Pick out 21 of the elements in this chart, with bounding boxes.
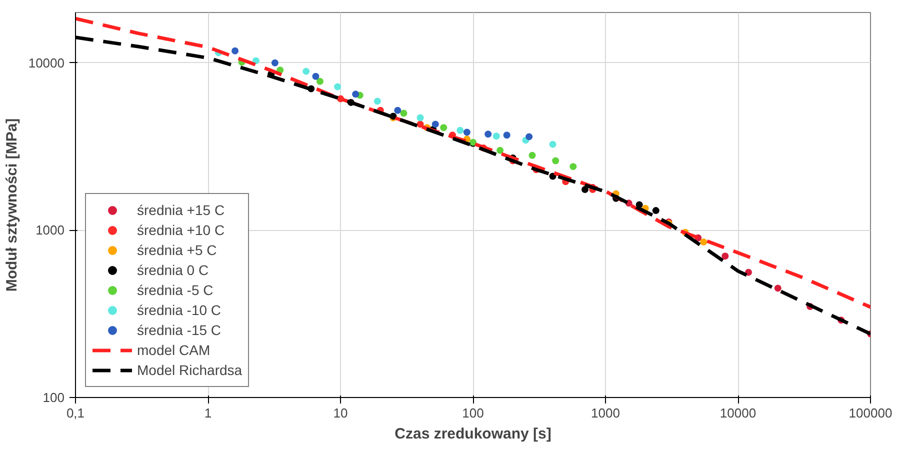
legend-label: średnia -10 C: [137, 302, 222, 318]
y-tick-label: 1000: [36, 222, 64, 238]
x-tick-label: 100: [462, 406, 484, 420]
y-axis-title: Moduł sztywności [MPa]: [3, 118, 20, 292]
x-tick-label: 100000: [848, 406, 892, 420]
legend-label: średnia +5 C: [137, 242, 217, 258]
legend-label: średnia -15 C: [137, 322, 222, 338]
legend-label: średnia -5 C: [137, 282, 214, 298]
y-tick-label: 100: [42, 390, 65, 405]
legend-label: średnia +15 C: [137, 202, 225, 218]
x-tick-label: 0,1: [66, 406, 85, 420]
x-tick-label: 1: [204, 406, 212, 420]
x-tick-label: 1000: [591, 406, 620, 420]
legend-label: Model Richardsa: [137, 362, 242, 378]
y-tick-label: 10000: [28, 55, 65, 70]
x-axis-title: Czas zredukowany [s]: [394, 426, 552, 442]
legend-label: model CAM: [137, 342, 210, 358]
x-tick-label: 10000: [720, 406, 756, 420]
x-tick-label: 10: [333, 406, 348, 420]
legend-label: średnia +10 C: [137, 222, 225, 238]
legend-label: średnia 0 C: [137, 262, 209, 278]
